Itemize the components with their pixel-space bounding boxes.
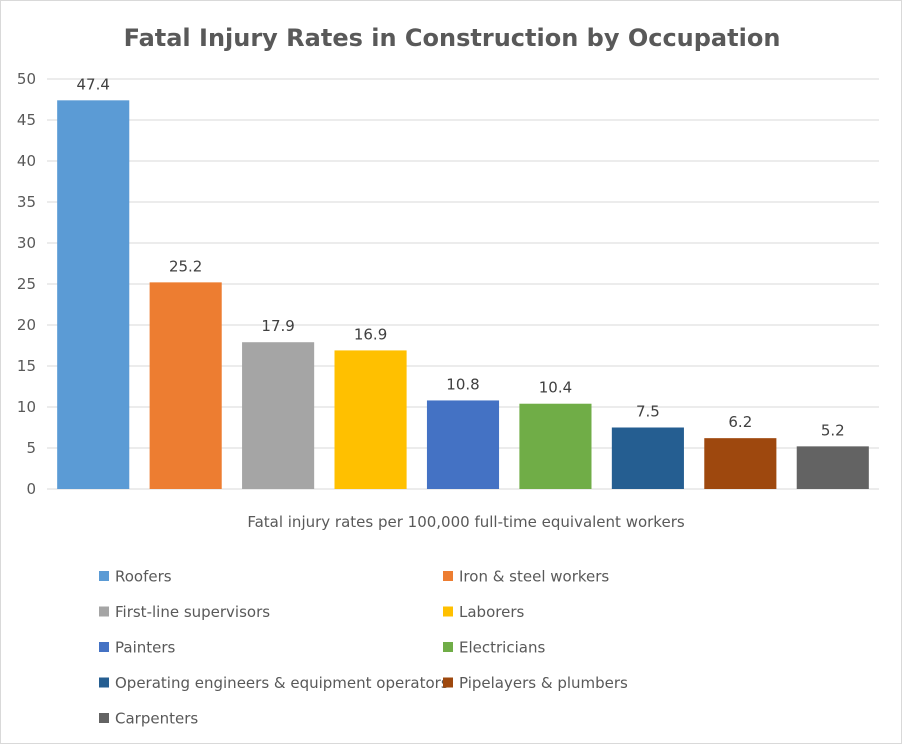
bar-6 (519, 403, 592, 489)
bar-2 (149, 282, 222, 489)
data-label-7: 7.5 (636, 403, 660, 421)
y-tick-label-40: 40 (17, 152, 36, 170)
legend-label-4: Laborers (459, 603, 524, 621)
y-tick-label-0: 0 (26, 480, 36, 498)
bar-1 (57, 100, 130, 489)
bar-9 (796, 446, 869, 489)
legend-swatch-3 (99, 606, 109, 617)
y-tick-label-25: 25 (17, 275, 36, 293)
bars (57, 100, 869, 489)
data-label-3: 17.9 (261, 317, 294, 335)
y-tick-label-30: 30 (17, 234, 36, 252)
bar-8 (704, 438, 777, 489)
legend-label-2: Iron & steel workers (459, 568, 609, 586)
y-tick-label-15: 15 (17, 357, 36, 375)
data-labels: 47.4 25.2 17.9 16.9 10.8 10.4 7.5 6.2 5.2 (77, 75, 845, 439)
y-tick-label-35: 35 (17, 193, 36, 211)
bar-7 (611, 427, 684, 489)
data-label-2: 25.2 (169, 257, 202, 275)
data-label-4: 16.9 (354, 325, 387, 343)
y-tick-label-20: 20 (17, 316, 36, 334)
legend-label-7: Operating engineers & equipment operator… (115, 674, 449, 692)
x-axis-label: Fatal injury rates per 100,000 full-time… (247, 513, 685, 531)
bar-3 (242, 342, 315, 489)
legend: Roofers Iron & steel workers First-line su… (99, 568, 628, 728)
y-tick-label-10: 10 (17, 398, 36, 416)
chart-title: Fatal Injury Rates in Construction by Oc… (124, 24, 781, 52)
data-label-1: 47.4 (77, 75, 110, 93)
legend-label-9: Carpenters (115, 710, 198, 728)
legend-swatch-5 (99, 642, 109, 652)
data-label-5: 10.8 (446, 375, 479, 393)
legend-label-1: Roofers (115, 568, 172, 586)
legend-swatch-4 (443, 606, 453, 617)
y-axis-ticks: 0 5 10 15 20 25 30 35 40 45 50 (17, 70, 36, 498)
legend-swatch-6 (443, 642, 453, 652)
legend-label-8: Pipelayers & plumbers (459, 674, 628, 692)
legend-swatch-7 (99, 677, 109, 688)
legend-swatch-9 (99, 713, 109, 723)
legend-swatch-2 (443, 571, 453, 581)
legend-label-6: Electricians (459, 639, 545, 657)
data-label-9: 5.2 (821, 421, 845, 439)
y-tick-label-50: 50 (17, 70, 36, 88)
data-label-6: 10.4 (539, 379, 572, 397)
legend-label-5: Painters (115, 639, 176, 657)
legend-swatch-1 (99, 571, 109, 581)
data-label-8: 6.2 (728, 413, 752, 431)
legend-label-3: First-line supervisors (115, 603, 270, 621)
bar-4 (334, 350, 407, 489)
y-tick-label-45: 45 (17, 111, 36, 129)
bar-5 (426, 400, 500, 489)
legend-swatch-8 (443, 677, 453, 688)
y-tick-label-5: 5 (26, 439, 36, 457)
